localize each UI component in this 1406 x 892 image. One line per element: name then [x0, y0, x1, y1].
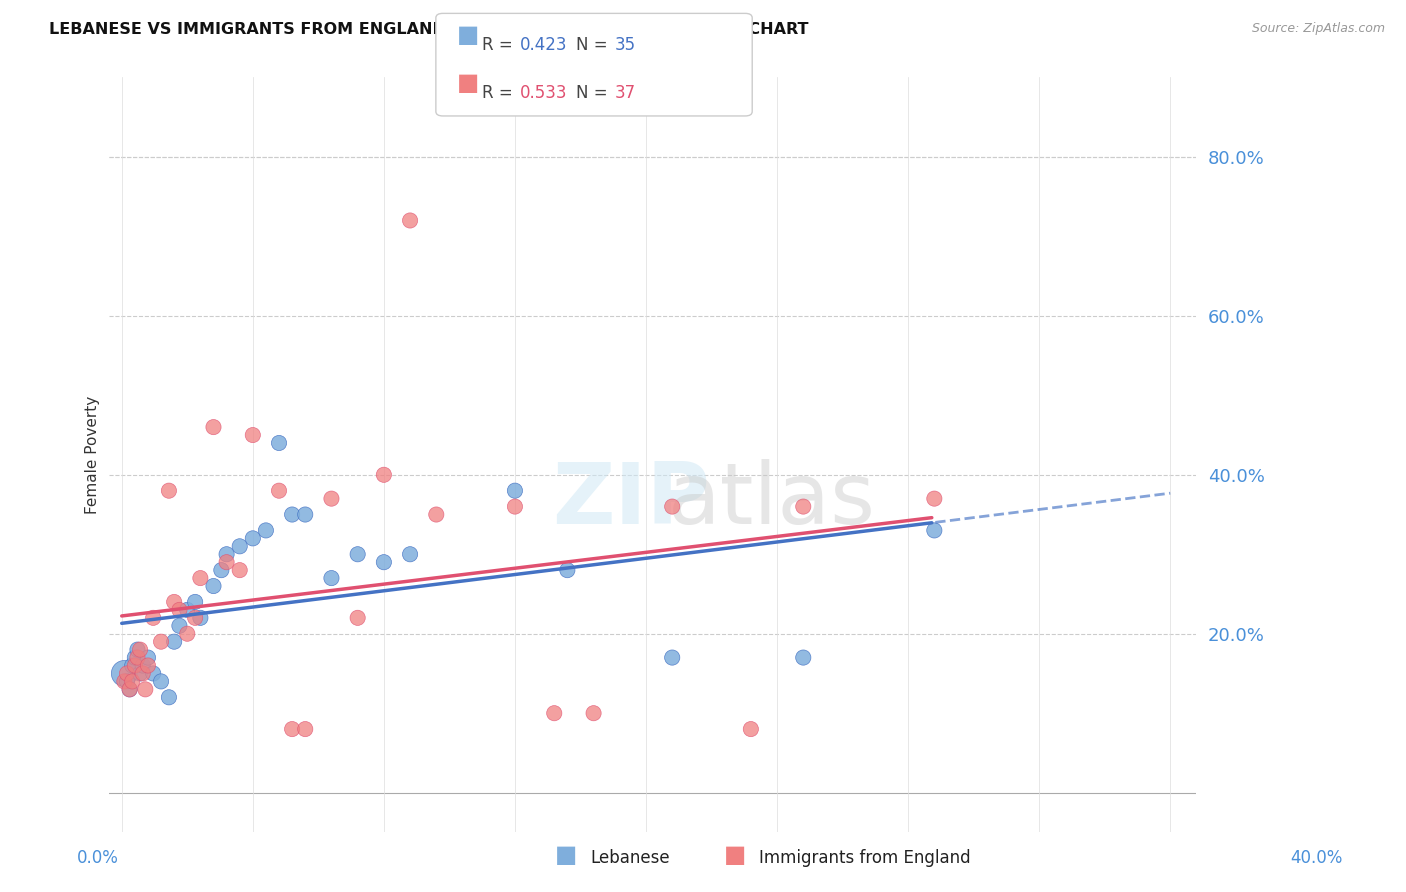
Point [267, 483, 290, 498]
Point [215, 547, 238, 561]
Point [321, 491, 343, 506]
Point [127, 650, 149, 665]
Point [184, 611, 207, 625]
Point [157, 690, 180, 705]
Point [190, 611, 212, 625]
Point [121, 674, 143, 689]
Point [169, 603, 191, 617]
Point [163, 634, 186, 648]
Text: 35: 35 [614, 36, 636, 54]
Point [792, 650, 814, 665]
Point [176, 626, 198, 640]
Text: Lebanese: Lebanese [591, 849, 671, 867]
Text: 0.533: 0.533 [520, 84, 568, 102]
Point [242, 532, 264, 546]
Text: N =: N = [576, 84, 613, 102]
Text: atlas: atlas [668, 458, 876, 541]
Point [924, 491, 946, 506]
Point [254, 524, 277, 538]
Text: 37: 37 [614, 84, 636, 102]
Point [792, 500, 814, 514]
Y-axis label: Female Poverty: Female Poverty [86, 396, 100, 514]
Point [132, 658, 155, 673]
Point [115, 666, 138, 681]
Point [112, 666, 135, 681]
Point [543, 706, 565, 721]
Point [503, 483, 526, 498]
Point [281, 722, 304, 736]
Point [124, 650, 146, 665]
Point [136, 658, 159, 673]
Point [294, 508, 316, 522]
Point [190, 571, 212, 585]
Point [267, 436, 290, 450]
Point [134, 682, 156, 697]
Point [582, 706, 605, 721]
Point [661, 650, 683, 665]
Point [557, 563, 579, 577]
Point [294, 722, 316, 736]
Point [242, 428, 264, 442]
Point [132, 666, 155, 681]
Text: 40.0%: 40.0% [1291, 849, 1343, 867]
Text: 0.423: 0.423 [520, 36, 568, 54]
Text: N =: N = [576, 36, 613, 54]
Point [202, 420, 225, 434]
Point [169, 619, 191, 633]
Text: ■: ■ [724, 843, 747, 867]
Point [115, 674, 138, 689]
Point [228, 563, 250, 577]
Text: 0.0%: 0.0% [77, 849, 120, 867]
Text: ■: ■ [457, 71, 479, 95]
Point [127, 642, 149, 657]
Point [215, 555, 238, 569]
Point [157, 483, 180, 498]
Point [373, 467, 395, 482]
Point [281, 508, 304, 522]
Point [118, 682, 141, 697]
Text: ■: ■ [555, 843, 578, 867]
Text: ■: ■ [457, 23, 479, 47]
Point [136, 650, 159, 665]
Point [399, 547, 422, 561]
Point [184, 595, 207, 609]
Point [150, 634, 173, 648]
Text: R =: R = [482, 36, 519, 54]
Point [228, 539, 250, 553]
Text: ZIP: ZIP [553, 458, 710, 541]
Point [142, 666, 165, 681]
Point [924, 524, 946, 538]
Point [121, 658, 143, 673]
Text: Immigrants from England: Immigrants from England [759, 849, 972, 867]
Point [142, 611, 165, 625]
Point [740, 722, 762, 736]
Point [124, 658, 146, 673]
Point [176, 603, 198, 617]
Point [321, 571, 343, 585]
Point [425, 508, 447, 522]
Point [503, 500, 526, 514]
Point [129, 642, 152, 657]
Point [163, 595, 186, 609]
Point [118, 682, 141, 697]
Point [112, 674, 135, 689]
Point [209, 563, 232, 577]
Point [150, 674, 173, 689]
Point [346, 547, 368, 561]
Text: R =: R = [482, 84, 519, 102]
Text: LEBANESE VS IMMIGRANTS FROM ENGLAND FEMALE POVERTY CORRELATION CHART: LEBANESE VS IMMIGRANTS FROM ENGLAND FEMA… [49, 22, 808, 37]
Point [373, 555, 395, 569]
Point [399, 213, 422, 227]
Text: Source: ZipAtlas.com: Source: ZipAtlas.com [1251, 22, 1385, 36]
Point [129, 666, 152, 681]
Point [661, 500, 683, 514]
Point [346, 611, 368, 625]
Point [202, 579, 225, 593]
